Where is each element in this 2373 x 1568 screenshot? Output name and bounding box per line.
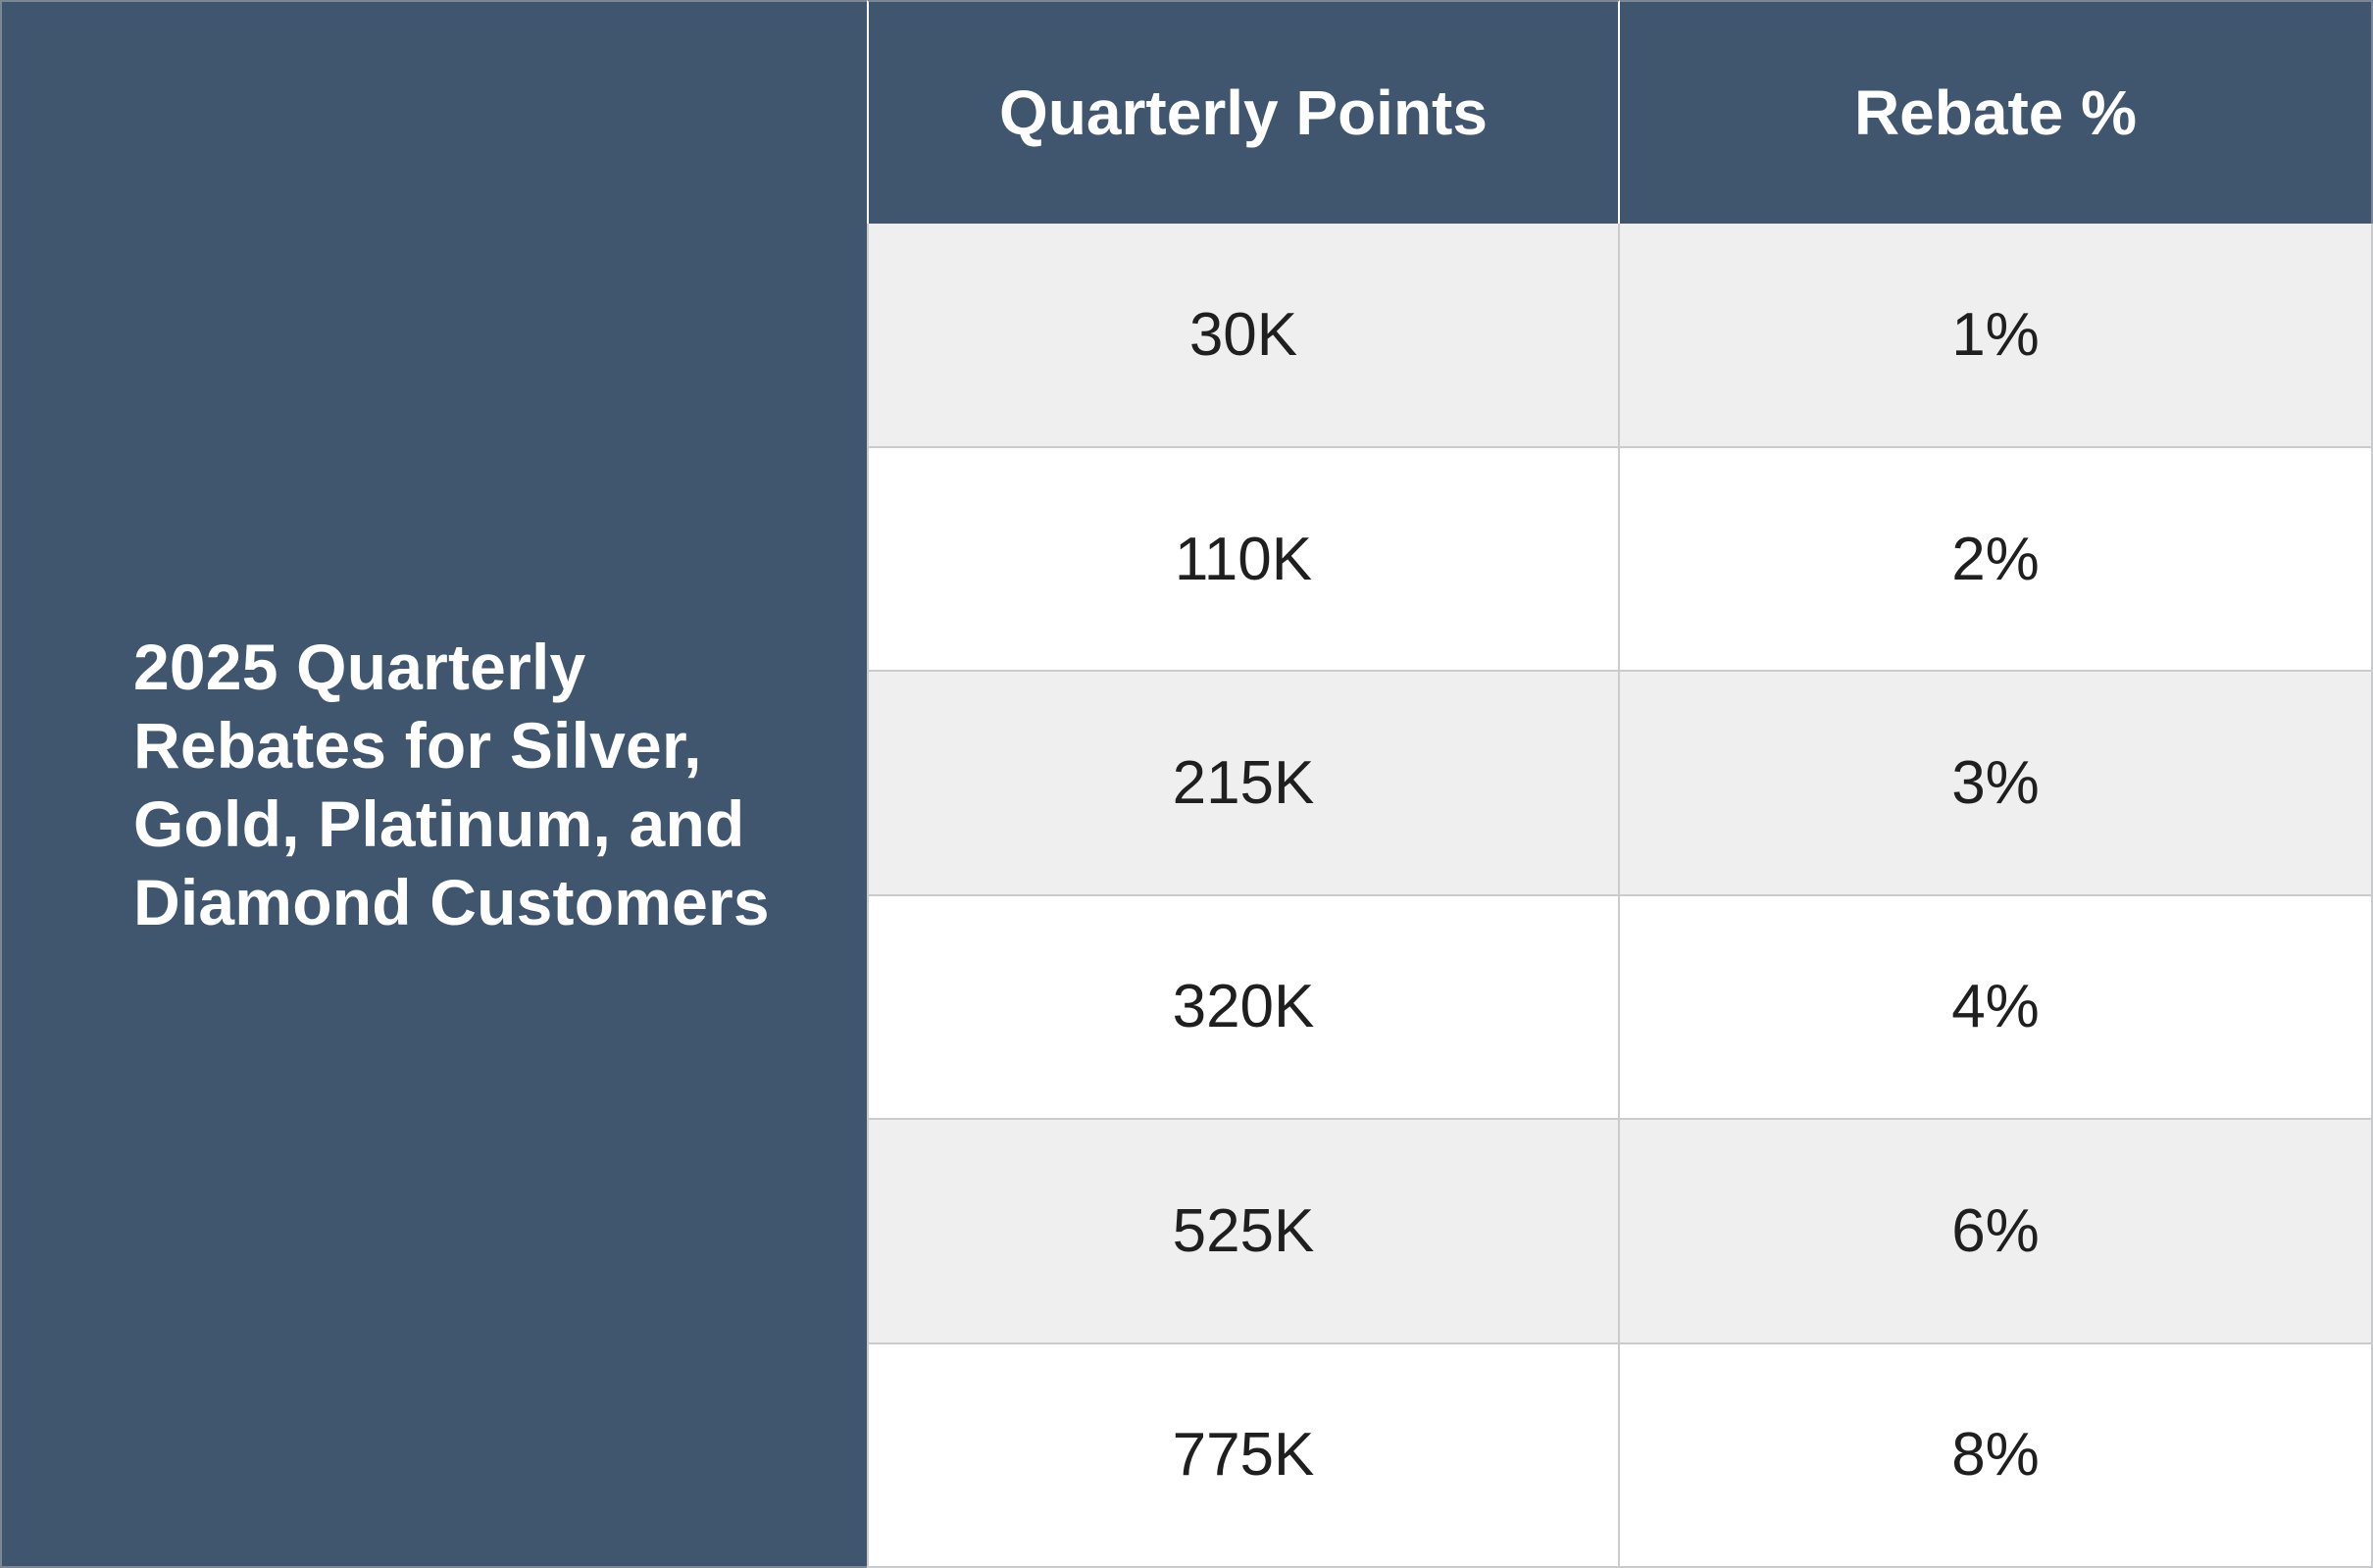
table-cell-rebate: 3% — [1620, 672, 2373, 896]
table-cell-points: 775K — [867, 1343, 1620, 1568]
table-cell-rebate: 8% — [1620, 1343, 2373, 1568]
column-header-rebate-percent: Rebate % — [1620, 0, 2373, 225]
table-cell-rebate: 4% — [1620, 895, 2373, 1121]
table-cell-points: 30K — [867, 224, 1620, 448]
table-cell-rebate: 2% — [1620, 447, 2373, 673]
side-panel: 2025 Quarterly Rebates for Silver, Gold,… — [0, 0, 867, 1568]
table-cell-rebate: 6% — [1620, 1120, 2373, 1344]
table-cell-points: 215K — [867, 672, 1620, 896]
column-header-quarterly-points: Quarterly Points — [867, 0, 1620, 225]
side-title: 2025 Quarterly Rebates for Silver, Gold,… — [133, 630, 770, 938]
table-cell-points: 525K — [867, 1120, 1620, 1344]
table-cell-points: 320K — [867, 895, 1620, 1121]
table-cell-rebate: 1% — [1620, 224, 2373, 448]
rebate-table: Quarterly Points Rebate % 30K 1% 110K 2%… — [867, 0, 2373, 1568]
table-cell-points: 110K — [867, 447, 1620, 673]
